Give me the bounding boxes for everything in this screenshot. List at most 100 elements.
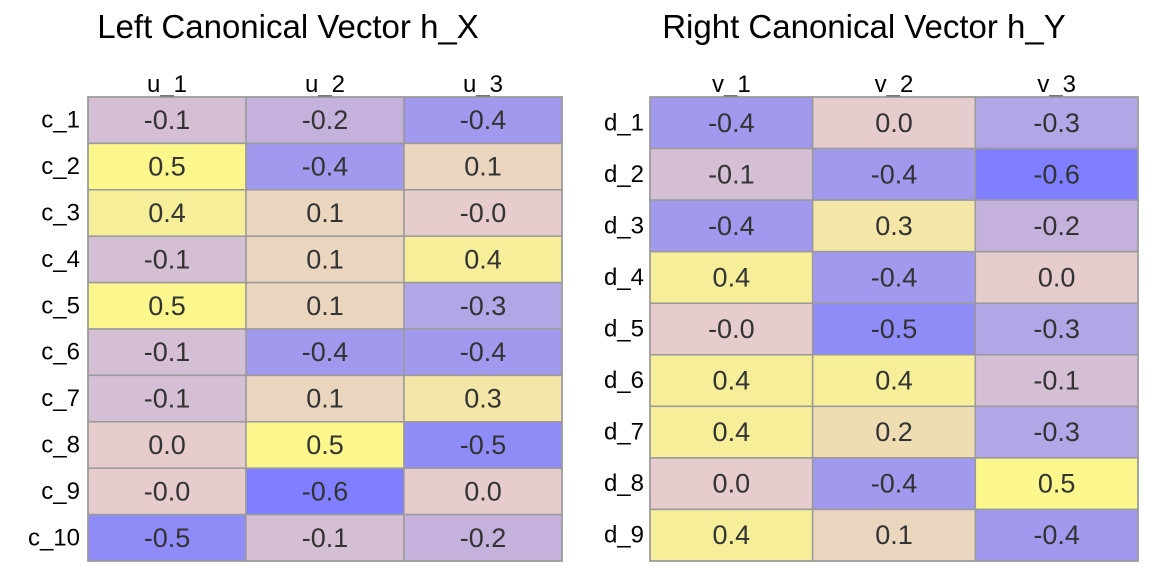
heatmap-cell	[974, 302, 1139, 356]
column-label: u_3	[463, 71, 503, 98]
column-label: v_2	[875, 71, 914, 98]
cell-value-label: 0.0	[875, 108, 913, 138]
cell-value-label: 0.0	[713, 469, 751, 499]
heatmap-cell	[974, 405, 1139, 459]
row-label: d_9	[604, 522, 644, 549]
cell-value-label: -0.0	[708, 314, 755, 344]
row-label: d_2	[604, 161, 644, 188]
right-panel: Right Canonical Vector h_Y v_1 v_2 v_3 d_1 -…	[576, 0, 1152, 576]
cell-value-label: -0.5	[460, 430, 507, 460]
heatmap-cell	[811, 354, 977, 408]
cell-value-label: -0.6	[1033, 159, 1080, 189]
row-label: d_5	[604, 316, 644, 343]
cell-value-label: -0.4	[302, 337, 349, 367]
cell-value-label: -0.0	[460, 198, 507, 228]
cell-value-label: -0.5	[871, 314, 918, 344]
row-label: d_6	[604, 367, 644, 394]
heatmap-cell	[649, 508, 814, 562]
column-label: u_2	[305, 71, 345, 98]
cell-value-label: 0.0	[148, 430, 186, 460]
cell-value-label: -0.3	[1033, 314, 1080, 344]
cell-value-label: 0.5	[1038, 469, 1076, 499]
cell-value-label: 0.3	[875, 211, 913, 241]
cell-value-label: -0.4	[302, 152, 349, 182]
heatmap-cell	[649, 405, 814, 459]
heatmap-cell	[87, 328, 247, 377]
cell-value-label: -0.3	[1033, 108, 1080, 138]
heatmap-cell	[245, 281, 405, 330]
cell-value-label: -0.6	[302, 476, 349, 506]
cell-value-label: -0.3	[460, 291, 507, 321]
chart-title: Right Canonical Vector h_Y	[662, 8, 1066, 45]
cell-value-label: 0.4	[148, 198, 186, 228]
cell-value-label: 0.4	[464, 244, 502, 274]
row-label: d_4	[604, 264, 644, 291]
cell-value-label: -0.4	[871, 469, 918, 499]
cell-value-label: -0.2	[302, 105, 349, 135]
cell-value-label: -0.4	[460, 337, 507, 367]
cell-value-label: 0.1	[306, 384, 344, 414]
heatmap-cell	[811, 199, 977, 253]
row-label: c_1	[41, 107, 80, 134]
heatmap-cell	[974, 508, 1139, 562]
cell-value-label: -0.2	[460, 523, 507, 553]
heatmap-cell	[649, 147, 814, 201]
heatmap-cell	[649, 250, 814, 304]
heatmap-cell	[811, 405, 977, 459]
heatmap-cell	[649, 302, 814, 356]
cell-value-label: 0.5	[306, 430, 344, 460]
column-label: v_1	[712, 71, 751, 98]
row-label: c_7	[41, 385, 80, 412]
heatmap-cell	[403, 281, 563, 330]
heatmap-cell	[87, 96, 247, 145]
heatmap-frame	[87, 96, 563, 562]
cell-value-label: 0.4	[713, 366, 751, 396]
row-label: c_3	[41, 200, 80, 227]
heatmap-cell	[974, 354, 1139, 408]
heatmap-cell	[245, 328, 405, 377]
row-label: c_10	[28, 524, 80, 551]
heatmap-cell	[811, 457, 977, 511]
cell-value-label: -0.4	[871, 159, 918, 189]
cell-value-label: 0.5	[148, 152, 186, 182]
cell-value-label: -0.1	[1033, 366, 1080, 396]
cell-value-label: 0.1	[306, 198, 344, 228]
cell-value-label: -0.1	[144, 384, 191, 414]
heatmap-cell	[403, 328, 563, 377]
cell-value-label: 0.1	[464, 152, 502, 182]
row-label: d_7	[604, 419, 644, 446]
heatmap-cell	[245, 513, 405, 562]
cell-value-label: 0.1	[875, 520, 913, 550]
row-label: c_9	[41, 478, 80, 505]
heatmap-cell	[649, 199, 814, 253]
cell-value-label: 0.0	[1038, 262, 1076, 292]
row-label: c_4	[41, 246, 80, 273]
cell-value-label: -0.4	[1033, 520, 1080, 550]
cell-value-label: -0.1	[144, 244, 191, 274]
cell-value-label: -0.1	[302, 523, 349, 553]
heatmap-cell	[974, 250, 1139, 304]
row-label: c_8	[41, 432, 80, 459]
cell-value-label: 0.4	[875, 366, 913, 396]
column-label: u_1	[147, 71, 187, 98]
row-label: d_3	[604, 212, 644, 239]
cell-value-label: -0.0	[144, 476, 191, 506]
left-heatmap: u_1 u_2 u_3 c_1 -0.1 -0.2 -0.4 c_2 0.5 -0.4 0.1 c_3…	[28, 71, 563, 562]
row-label: c_6	[41, 339, 80, 366]
row-label: c_5	[41, 292, 80, 319]
row-label: c_2	[41, 153, 80, 180]
cell-value-label: -0.4	[708, 108, 755, 138]
heatmap-frame	[649, 96, 1139, 562]
cell-value-label: -0.4	[871, 262, 918, 292]
cell-value-label: 0.1	[306, 244, 344, 274]
heatmap-cell	[403, 96, 563, 145]
cell-value-label: -0.4	[460, 105, 507, 135]
cell-value-label: 0.3	[464, 384, 502, 414]
cell-value-label: -0.1	[144, 337, 191, 367]
heatmap-cell	[974, 457, 1139, 511]
row-label: d_8	[604, 470, 644, 497]
heatmap-cell	[811, 302, 977, 356]
right-heatmap: v_1 v_2 v_3 d_1 -0.4 0.0 -0.3 d_2 -0.1 -0.4 -0.6 d_…	[604, 71, 1139, 562]
heatmap-cell	[403, 421, 563, 469]
